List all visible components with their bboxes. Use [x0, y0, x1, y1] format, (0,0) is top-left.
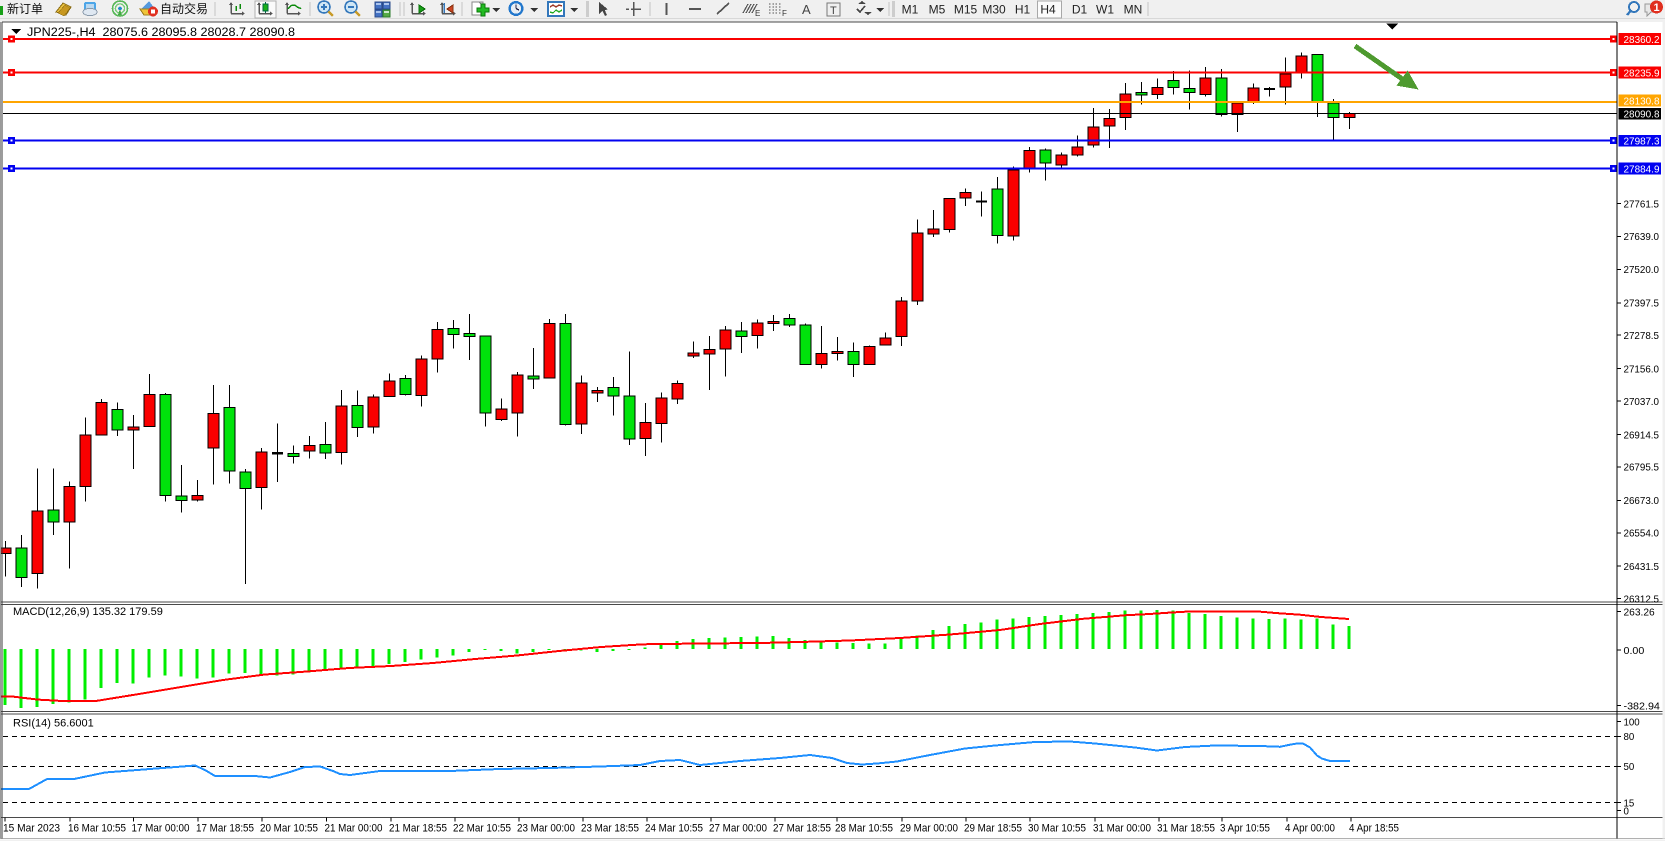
svg-text:W1: W1	[1096, 3, 1114, 17]
svg-text:28 Mar 10:55: 28 Mar 10:55	[835, 823, 893, 835]
svg-text:T: T	[830, 5, 837, 17]
svg-text:M15: M15	[954, 3, 978, 17]
svg-text:新订单: 新订单	[7, 1, 43, 16]
svg-text:26312.5: 26312.5	[1624, 593, 1660, 605]
svg-text:17 Mar 18:55: 17 Mar 18:55	[196, 823, 254, 835]
svg-text:30 Mar 10:55: 30 Mar 10:55	[1028, 823, 1086, 835]
svg-text:29 Mar 18:55: 29 Mar 18:55	[964, 823, 1022, 835]
svg-text:21 Mar 00:00: 21 Mar 00:00	[325, 823, 383, 835]
svg-text:1: 1	[1653, 2, 1659, 14]
svg-text:27397.5: 27397.5	[1624, 298, 1660, 310]
svg-text:0: 0	[1624, 805, 1630, 817]
svg-text:15: 15	[1624, 797, 1635, 809]
svg-text:17 Mar 00:00: 17 Mar 00:00	[132, 823, 190, 835]
svg-text:D1: D1	[1072, 3, 1088, 17]
svg-text:22 Mar 10:55: 22 Mar 10:55	[453, 823, 511, 835]
svg-text:M30: M30	[982, 3, 1006, 17]
svg-text:0.00: 0.00	[1624, 645, 1645, 657]
svg-text:4 Apr 18:55: 4 Apr 18:55	[1349, 823, 1399, 835]
svg-text:16 Mar 10:55: 16 Mar 10:55	[68, 823, 126, 835]
svg-text:H4: H4	[1040, 3, 1056, 17]
svg-text:H1: H1	[1015, 3, 1031, 17]
svg-text:27 Mar 00:00: 27 Mar 00:00	[709, 823, 767, 835]
svg-text:29 Mar 00:00: 29 Mar 00:00	[900, 823, 958, 835]
svg-text:20 Mar 10:55: 20 Mar 10:55	[260, 823, 318, 835]
svg-text:26673.0: 26673.0	[1624, 495, 1660, 507]
svg-text:JPN225-,H4 28075.6 28095.8 28: JPN225-,H4 28075.6 28095.8 28028.7 28090…	[27, 25, 295, 39]
svg-text:MACD(12,26,9) 135.32 179.59: MACD(12,26,9) 135.32 179.59	[13, 606, 163, 618]
svg-text:27278.5: 27278.5	[1624, 330, 1660, 342]
svg-text:M5: M5	[929, 3, 946, 17]
svg-text:80: 80	[1624, 731, 1635, 743]
svg-text:23 Mar 00:00: 23 Mar 00:00	[517, 823, 575, 835]
svg-text:27884.9: 27884.9	[1624, 163, 1660, 175]
svg-text:自动交易: 自动交易	[160, 1, 208, 16]
svg-text:27037.0: 27037.0	[1624, 396, 1660, 408]
svg-text:27156.0: 27156.0	[1624, 363, 1660, 375]
svg-text:100: 100	[1624, 716, 1640, 728]
svg-text:F: F	[782, 9, 787, 18]
svg-text:26554.0: 26554.0	[1624, 528, 1660, 540]
svg-text:50: 50	[1624, 761, 1635, 773]
svg-text:27 Mar 18:55: 27 Mar 18:55	[773, 823, 831, 835]
svg-text:263.26: 263.26	[1624, 606, 1655, 618]
svg-text:-382.94: -382.94	[1624, 700, 1661, 712]
svg-text:28130.8: 28130.8	[1624, 95, 1660, 107]
svg-text:4 Apr 00:00: 4 Apr 00:00	[1285, 823, 1335, 835]
svg-text:M1: M1	[902, 3, 919, 17]
svg-text:E: E	[755, 9, 760, 18]
svg-text:24 Mar 10:55: 24 Mar 10:55	[645, 823, 703, 835]
svg-text:27761.5: 27761.5	[1624, 198, 1660, 210]
svg-text:A: A	[802, 2, 811, 17]
svg-text:31 Mar 00:00: 31 Mar 00:00	[1093, 823, 1151, 835]
svg-text:28360.2: 28360.2	[1624, 34, 1660, 46]
svg-text:MN: MN	[1124, 3, 1143, 17]
svg-text:27987.3: 27987.3	[1624, 136, 1660, 148]
svg-text:31 Mar 18:55: 31 Mar 18:55	[1157, 823, 1215, 835]
svg-text:28235.9: 28235.9	[1624, 67, 1660, 79]
svg-text:26795.5: 26795.5	[1624, 462, 1660, 474]
svg-text:27520.0: 27520.0	[1624, 264, 1660, 276]
svg-text:28090.8: 28090.8	[1624, 109, 1660, 121]
svg-text:3 Apr 10:55: 3 Apr 10:55	[1220, 823, 1270, 835]
svg-text:26431.5: 26431.5	[1624, 561, 1660, 573]
svg-text:RSI(14) 56.6001: RSI(14) 56.6001	[13, 718, 94, 730]
svg-text:21 Mar 18:55: 21 Mar 18:55	[389, 823, 447, 835]
svg-text:15 Mar 2023: 15 Mar 2023	[3, 823, 60, 835]
svg-text:27639.0: 27639.0	[1624, 231, 1660, 243]
svg-text:26914.5: 26914.5	[1624, 429, 1660, 441]
svg-text:23 Mar 18:55: 23 Mar 18:55	[581, 823, 639, 835]
